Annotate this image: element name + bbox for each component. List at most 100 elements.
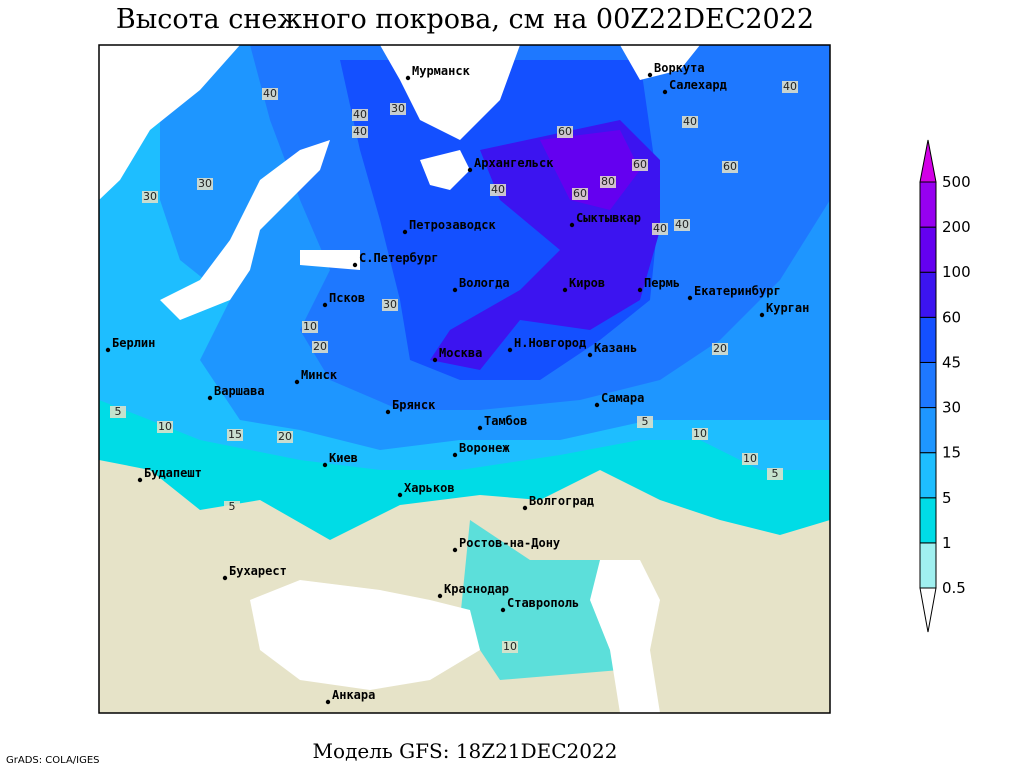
colorbar-box [919,271,937,318]
baltic-sea [160,140,360,320]
subtitle: Модель GFS: 18Z21DEC2022 [313,739,618,763]
contour-label: 5 [772,467,779,480]
colorbar-label: 30 [942,399,961,417]
contour-label: 30 [198,177,212,190]
contour-label: 30 [383,298,397,311]
city-dot [647,72,653,78]
city-dot [587,352,593,358]
contour-label-box [382,299,398,311]
city-label: Киров [569,276,605,290]
city-dot [452,287,458,293]
contour-label-box [632,159,648,171]
contour-label: 5 [229,500,236,513]
map [98,44,831,714]
city-dot [522,505,528,511]
contour-label-box [197,178,213,190]
black-sea [250,580,480,690]
city-dot [662,89,668,95]
city-dot [222,575,228,581]
contour-label: 40 [783,80,797,93]
city-label: Петрозаводск [409,218,496,232]
credit: GrADS: COLA/IGES [6,755,100,766]
contour-label-box [224,501,240,513]
white-sea [420,150,470,190]
contour-label-box [312,341,328,353]
colorbar-label: 1 [942,534,952,552]
city-label: С.Петербург [359,251,438,265]
contour-label: 40 [491,183,505,196]
contour-label: 40 [683,115,697,128]
contour-label: 10 [743,452,757,465]
city-label: Сыктывкар [576,211,641,225]
city-dot [432,357,438,363]
city-label: Ставрополь [507,596,579,610]
city-label: Самара [601,391,644,405]
contour-label-box [600,176,616,188]
contour-label-box [157,421,173,433]
city-dot [562,287,568,293]
map-frame [98,44,831,714]
contour-label-box [227,429,243,441]
colorbar-label: 15 [942,444,961,462]
colorbar-box [919,497,937,544]
city-dot [402,229,408,235]
contour-label: 10 [503,640,517,653]
contour-label: 60 [573,187,587,200]
title: Высота снежного покрова, см на 00Z22DEC2… [116,4,814,35]
contour-label-box [742,453,758,465]
city-dot [569,222,575,228]
city-dot [352,262,358,268]
city-label: Анкара [332,688,375,702]
city-label: Воронеж [459,441,510,455]
city-label: Киев [329,451,358,465]
contour-label-box [302,321,318,333]
colorbar-box [919,226,937,273]
colorbar-box [919,181,937,228]
contour-label: 30 [143,190,157,203]
city-label: Бухарест [229,564,287,578]
city-dot [325,699,331,705]
contour-label: 40 [263,87,277,100]
city-label: Ростов-на-Дону [459,536,560,550]
city-dot [452,547,458,553]
city-dot [594,402,600,408]
contour-label: 40 [353,125,367,138]
snow-100 [540,130,640,210]
city-dot [385,409,391,415]
colorbar-label: 100 [942,263,971,281]
colorbar-label: 60 [942,308,961,326]
city-dot [759,312,765,318]
contour-label: 20 [278,430,292,443]
city-label: Воркута [654,61,705,75]
city-label: Брянск [392,398,436,412]
colorbar-box [919,361,937,409]
city-dot [452,452,458,458]
contour-label-box [767,468,783,480]
city-label: Псков [329,291,365,305]
city-label: Минск [301,368,338,382]
contour-label: 5 [642,415,649,428]
contour-label: 60 [633,158,647,171]
contour-label: 80 [601,175,615,188]
city-label: Екатеринбург [694,284,781,298]
contour-label: 60 [558,125,572,138]
contour-label: 10 [303,320,317,333]
contour-label-box [674,219,690,231]
contour-label: 5 [115,405,122,418]
city-dot [437,593,443,599]
city-label: Харьков [404,481,455,495]
city-dot [397,492,403,498]
contour-label-box [110,406,126,418]
contour-label-box [682,116,698,128]
colorbar-box [919,316,937,363]
arctic-sea [99,45,700,200]
contour-label-box [652,223,668,235]
city-label: Будапешт [144,466,202,480]
contour-label-box [782,81,798,93]
city-label: Архангельск [474,156,554,170]
contour-label-box [390,103,406,115]
colorbar-label: 5 [942,489,952,507]
city-label: Волгоград [529,494,594,508]
city-label: Казань [594,341,637,355]
